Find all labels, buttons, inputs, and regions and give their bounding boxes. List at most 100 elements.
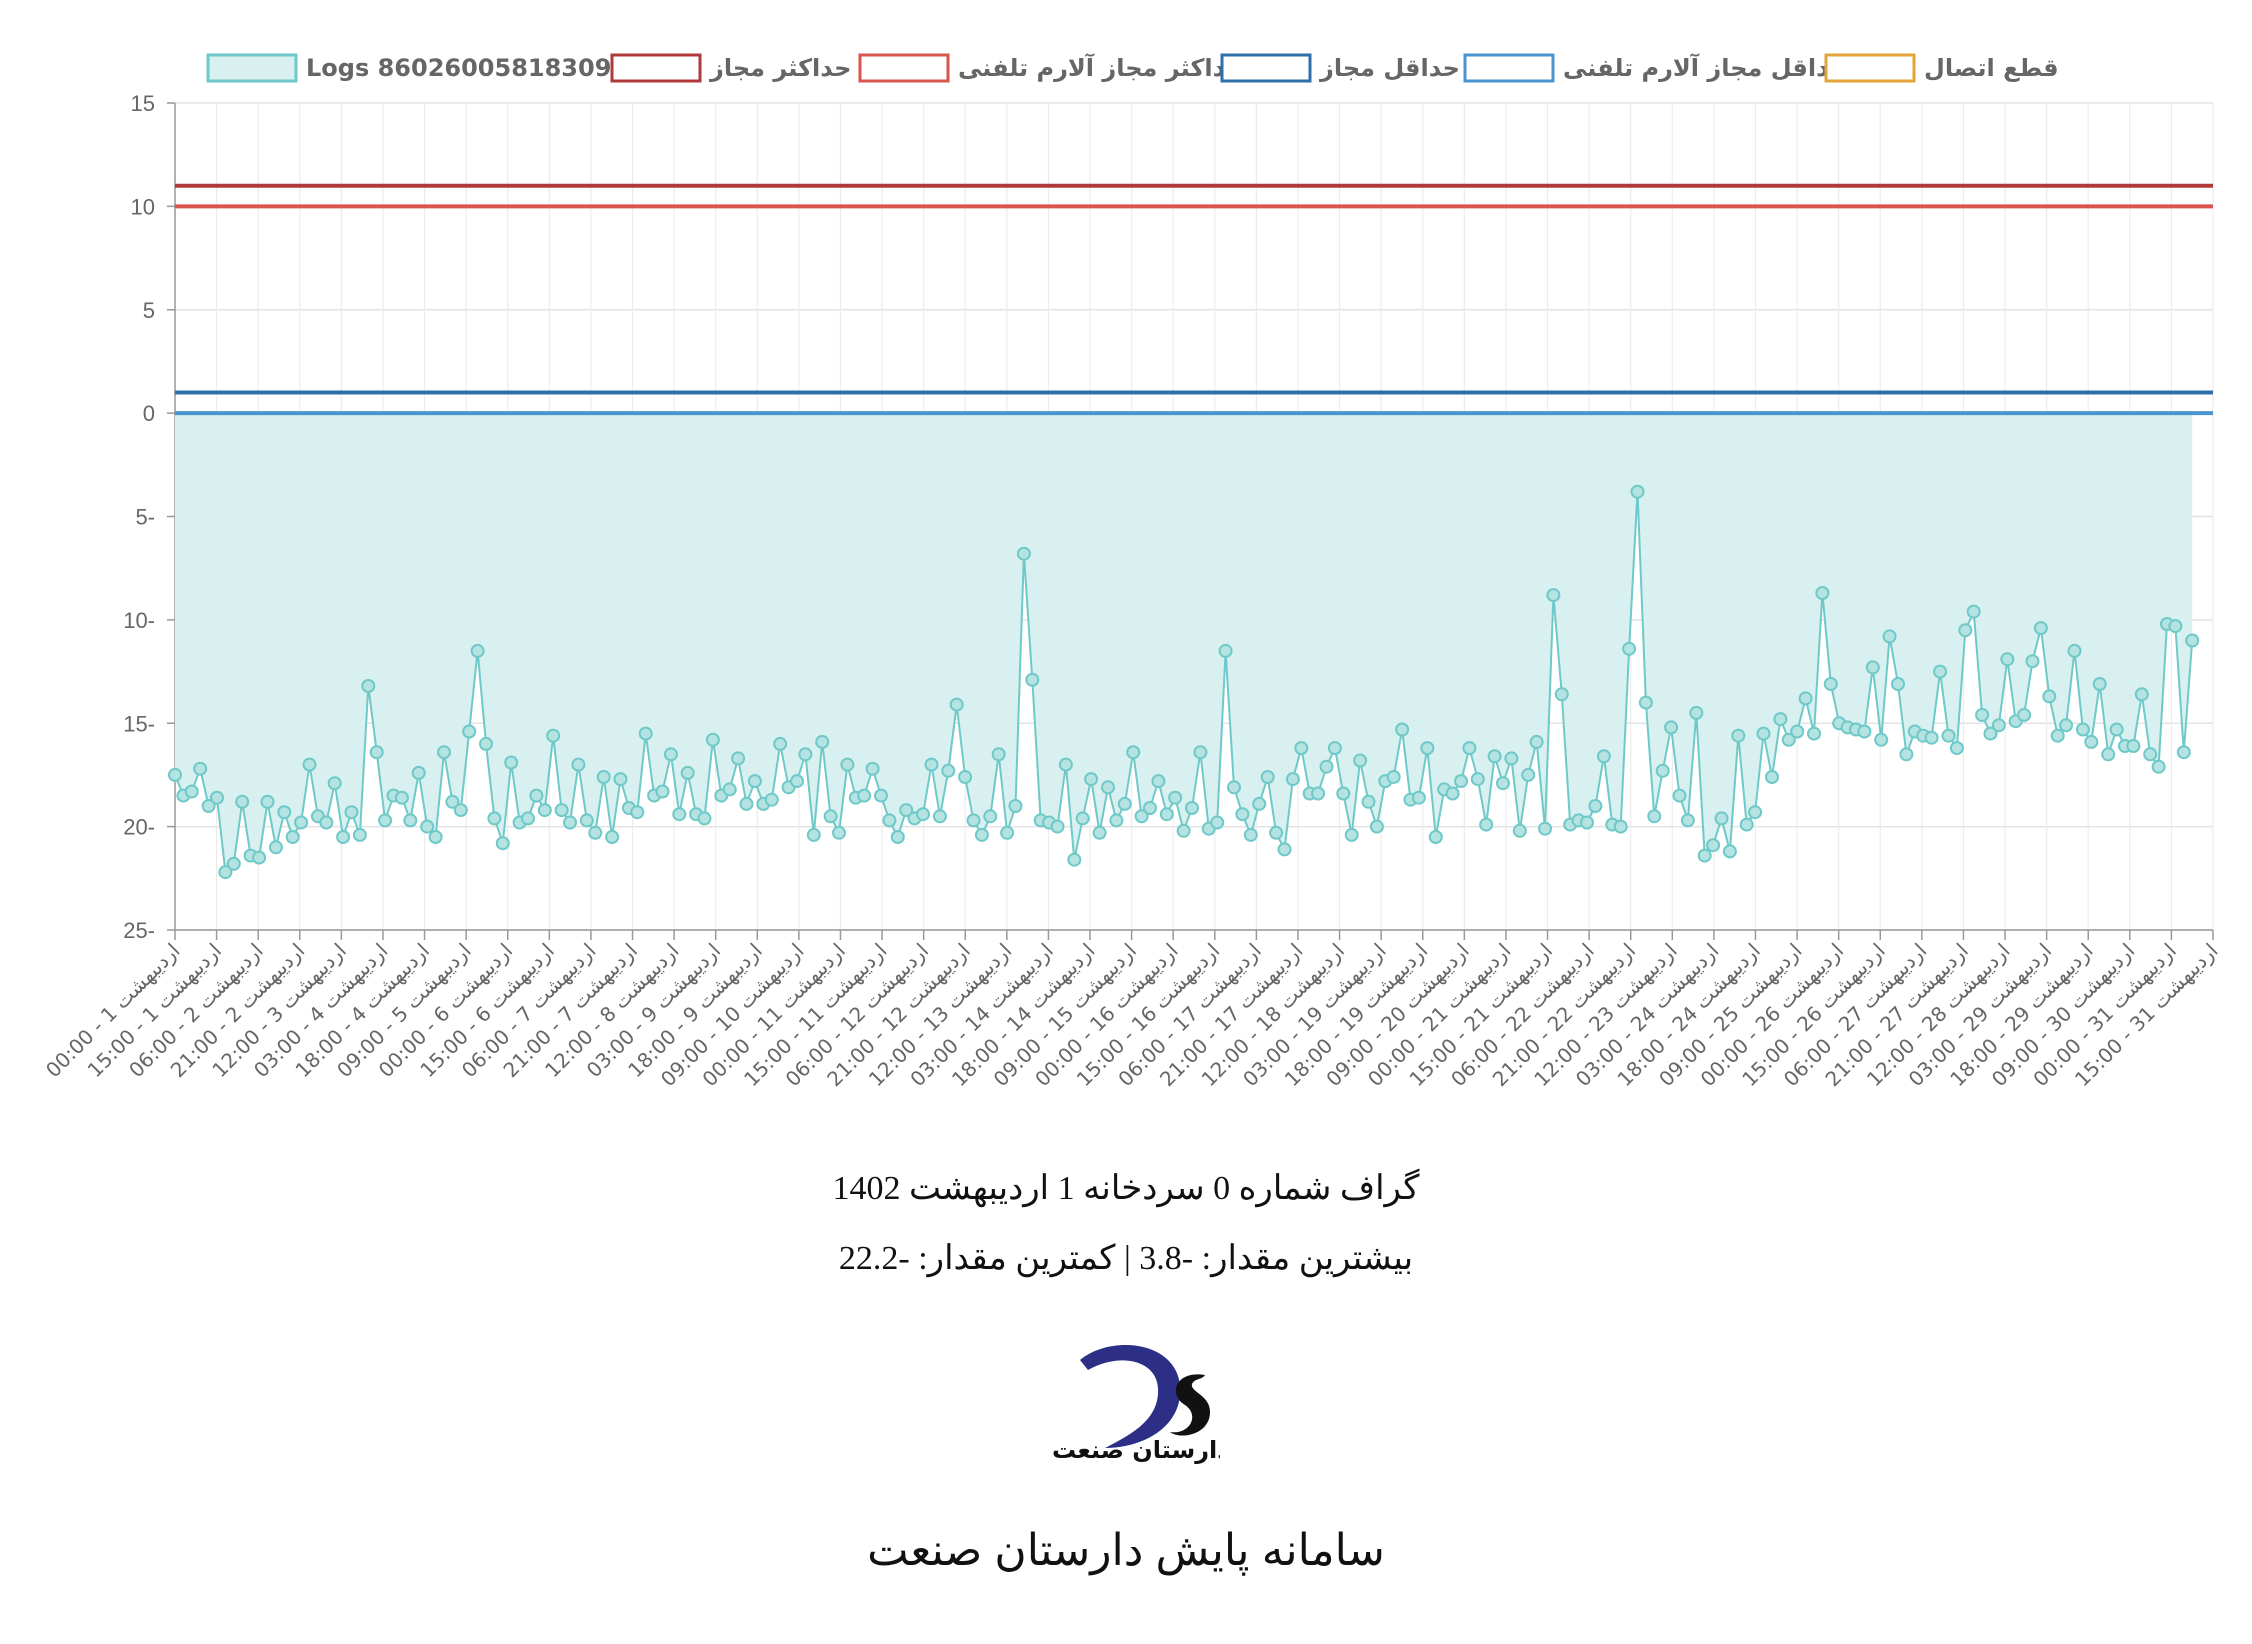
legend-label: Logs 860260058183095: [306, 54, 628, 82]
data-point: [2126, 739, 2141, 753]
data-point: [1176, 823, 1191, 838]
data-point: [1975, 708, 1990, 722]
data-point: [1470, 772, 1485, 787]
data-point: [1496, 776, 1510, 791]
data-point: [268, 840, 283, 855]
data-point: [2025, 654, 2040, 669]
data-point: [235, 794, 250, 809]
data-point: [1067, 852, 1082, 867]
data-point: [529, 788, 544, 803]
data-point: [1252, 796, 1267, 811]
data-point: [294, 815, 309, 830]
data-point: [899, 803, 914, 818]
data-point: [277, 805, 292, 820]
y-tick-label: 10: [131, 194, 155, 219]
data-point: [462, 724, 477, 739]
data-point: [1790, 724, 1805, 739]
data-point: [1151, 774, 1166, 789]
data-point: [1546, 588, 1561, 603]
data-point: [1941, 728, 1956, 743]
data-point: [2059, 718, 2074, 733]
legend-label: حداکثر مجاز آلارم تلفنی: [958, 53, 1244, 82]
data-point: [1748, 805, 1763, 820]
data-point: [2168, 619, 2183, 634]
data-point: [1949, 741, 1964, 756]
legend: Logs 860260058183095 حداکثر مجاز حداکثر مج…: [206, 53, 2059, 83]
data-point: [747, 774, 762, 789]
data-point: [411, 765, 426, 780]
data-point: [764, 792, 779, 807]
logo-s-shape: [1170, 1374, 1210, 1436]
data-point: [1966, 604, 1981, 619]
legend-swatch: [206, 53, 298, 83]
data-point: [823, 809, 838, 824]
data-point: [1101, 780, 1115, 795]
data-point: [1369, 819, 1384, 834]
data-point: [352, 827, 367, 842]
data-point: [1420, 741, 1435, 756]
data-point: [882, 813, 897, 828]
legend-label: حداقل مجاز: [1319, 54, 1460, 82]
data-point: [1538, 821, 1552, 836]
data-point: [1714, 811, 1729, 826]
data-point: [2075, 722, 2090, 737]
data-point: [1075, 811, 1090, 826]
data-point: [1016, 546, 1031, 561]
data-point: [1613, 819, 1628, 834]
legend-swatch: [1824, 53, 1916, 83]
data-point: [1697, 848, 1712, 863]
data-point: [941, 763, 956, 778]
data-point: [2176, 745, 2191, 760]
chart-caption-stats: بیشترین مقدار: -3.8 | کمترین مقدار: -22.…: [838, 1240, 1414, 1277]
data-point: [874, 788, 888, 803]
footer-title: سامانه پایش دارستان صنعت: [867, 1526, 1385, 1575]
data-point: [537, 803, 552, 818]
data-point: [605, 830, 620, 844]
data-point: [630, 805, 645, 820]
data-point: [1529, 734, 1544, 749]
y-axis: 15 10 5 0 5- 10- 15- 20- 25-: [123, 91, 176, 943]
company-logo: دارستان صنعت: [1052, 1345, 1220, 1464]
series-points: [168, 484, 2200, 880]
data-point: [1924, 730, 1939, 745]
series-area-fill: [175, 413, 2193, 873]
data-point: [1731, 728, 1746, 743]
data-point: [1126, 745, 1141, 760]
data-point: [327, 776, 342, 791]
data-point: [437, 745, 451, 760]
data-point: [1798, 691, 1813, 706]
data-point: [1143, 801, 1157, 815]
data-point: [1285, 772, 1300, 787]
data-point: [1395, 722, 1410, 737]
legend-swatch: [610, 53, 702, 83]
data-point: [1336, 786, 1351, 801]
data-point: [1386, 770, 1401, 784]
data-point: [1823, 677, 1838, 691]
data-point: [2042, 689, 2057, 704]
data-point: [260, 794, 275, 809]
data-point: [840, 757, 855, 772]
data-point: [479, 736, 493, 751]
data-point: [680, 765, 695, 780]
legend-label: حداکثر مجاز: [709, 54, 851, 82]
data-point: [193, 761, 208, 776]
data-point: [2017, 708, 2032, 722]
data-point: [1159, 807, 1174, 822]
data-point: [1092, 825, 1107, 840]
data-point: [2143, 747, 2158, 762]
data-point: [1260, 770, 1275, 784]
data-point: [958, 770, 973, 784]
data-point: [403, 813, 418, 828]
data-point: [1899, 747, 1914, 762]
data-point: [1109, 813, 1124, 828]
y-tick-label: 5: [143, 298, 155, 323]
data-point: [924, 757, 939, 772]
data-point: [613, 772, 628, 787]
data-point: [731, 751, 746, 766]
data-point: [638, 726, 653, 741]
data-point: [1781, 732, 1796, 747]
data-point: [563, 815, 577, 830]
data-point: [579, 813, 594, 828]
data-point: [302, 757, 317, 772]
